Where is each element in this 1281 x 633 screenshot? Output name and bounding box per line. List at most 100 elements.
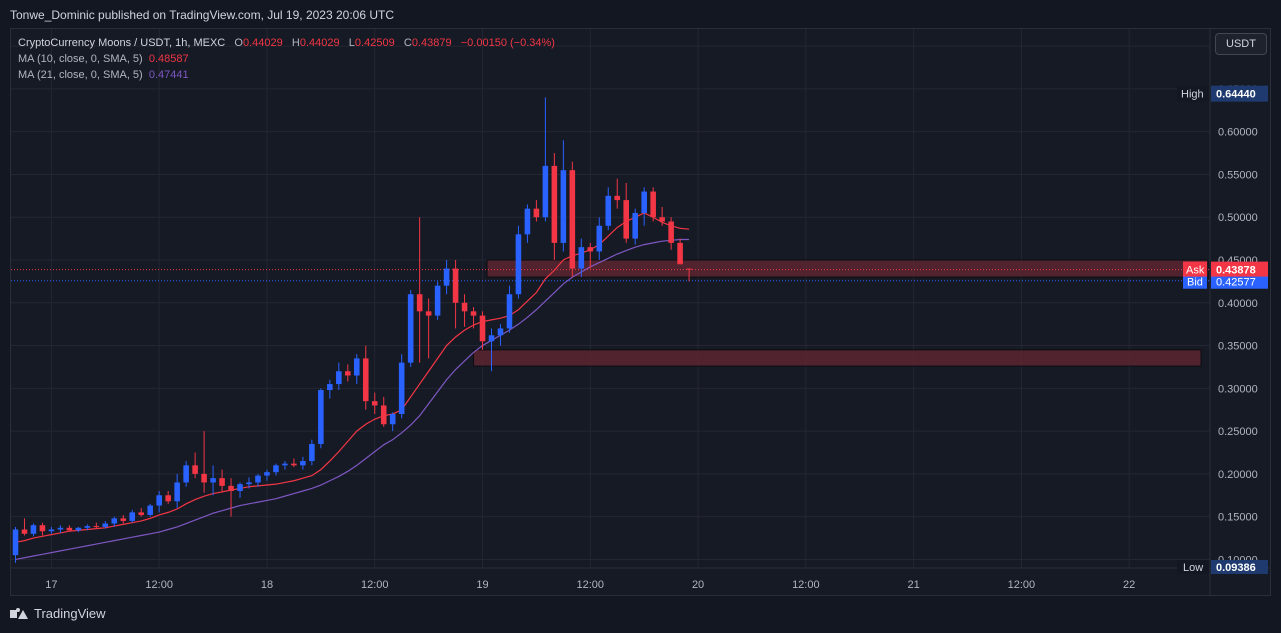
candle-body[interactable] [380,405,387,425]
ma21-label: MA (21, close, 0, SMA, 5) [18,69,143,81]
candle-body[interactable] [201,473,207,483]
candle-body[interactable] [255,475,261,483]
candle-body[interactable] [407,294,414,363]
candle-body[interactable] [668,221,674,243]
candle-body[interactable] [605,195,612,226]
candle-body[interactable] [210,478,216,483]
candle-body[interactable] [93,526,100,528]
candle-body[interactable] [452,268,459,303]
candle-body[interactable] [318,390,324,444]
candle-body[interactable] [21,529,28,534]
candle-body[interactable] [84,526,91,528]
candle-body[interactable] [614,195,621,201]
time-tick-label: 12:00 [577,579,605,591]
price-tick-label: 0.15000 [1218,512,1258,524]
candle-body[interactable] [246,482,252,485]
candle-body[interactable] [623,200,630,239]
candle-body[interactable] [75,527,82,531]
candle-body[interactable] [488,335,495,342]
candle-body[interactable] [282,463,288,466]
symbol-name[interactable]: CryptoCurrency Moons / USDT, 1h, MEXC [18,37,226,49]
candle-body[interactable] [632,212,638,239]
candle-body[interactable] [174,482,180,502]
candle-body[interactable] [659,217,665,222]
candle-body[interactable] [578,247,585,269]
chart-frame[interactable] [10,28,1271,596]
candle-body[interactable] [336,371,342,385]
candle-body[interactable] [497,328,504,336]
candle-body[interactable] [291,463,297,466]
candle-body[interactable] [353,358,360,376]
candle-body[interactable] [165,495,171,502]
currency-button[interactable]: USDT [1215,33,1267,55]
candle-body[interactable] [587,247,594,252]
candle-body[interactable] [264,472,270,476]
ma10-row[interactable]: MA (10, close, 0, SMA, 5) 0.48587 [18,51,555,67]
price-tick-label: 0.25000 [1218,426,1258,438]
candle-body[interactable] [470,311,477,316]
candle-body[interactable] [434,285,441,316]
candle-body[interactable] [273,465,279,473]
candle-body[interactable] [542,165,549,218]
candle-body[interactable] [389,414,396,425]
footer-brand[interactable]: TradingView [10,606,106,621]
candle-body[interactable] [192,465,198,474]
low-price-tag [1211,560,1268,574]
candle-body[interactable] [398,362,405,414]
candle-body[interactable] [524,208,531,235]
ma10-line [15,212,690,543]
candle-body[interactable] [39,525,46,532]
candle-body[interactable] [686,268,692,270]
candle-body[interactable] [57,527,64,530]
candle-body[interactable] [506,294,513,329]
candle-body[interactable] [138,512,145,515]
candle-body[interactable] [129,512,136,521]
candle-body[interactable] [66,527,73,531]
supply-zone-2[interactable] [473,349,1202,367]
high-tag-label: High [1181,89,1204,101]
candle-body[interactable] [228,485,234,491]
candle-body[interactable] [300,461,306,466]
price-tick-label: 0.60000 [1218,127,1258,139]
candle-body[interactable] [48,529,55,532]
candle-body[interactable] [327,384,333,391]
chart-legend: CryptoCurrency Moons / USDT, 1h, MEXC O0… [18,35,555,83]
candle-body[interactable] [461,302,468,312]
ma21-value: 0.47441 [148,69,189,81]
candle-body[interactable] [362,358,369,402]
candle-body[interactable] [560,170,567,243]
ma10-value: 0.48587 [148,53,189,65]
candle-body[interactable] [183,465,189,483]
time-tick-label: 21 [907,579,919,591]
candle-body[interactable] [533,208,540,218]
candle-body[interactable] [425,311,432,316]
candle-body[interactable] [111,518,118,524]
candle-body[interactable] [515,234,522,295]
candle-body[interactable] [219,478,225,486]
time-tick-label: 19 [476,579,488,591]
candle-body[interactable] [30,525,37,534]
ma21-row[interactable]: MA (21, close, 0, SMA, 5) 0.47441 [18,67,555,83]
candle-body[interactable] [443,268,450,286]
candle-body[interactable] [569,170,576,269]
candle-body[interactable] [650,191,656,218]
candle-body[interactable] [641,191,647,213]
candle-body[interactable] [147,505,153,515]
candle-body[interactable] [12,529,19,556]
candle-body[interactable] [596,225,603,252]
candle-body[interactable] [120,518,127,521]
candle-body[interactable] [551,165,558,243]
candle-body[interactable] [479,315,486,342]
candle-body[interactable] [156,495,162,506]
price-tick-label: 0.40000 [1218,298,1258,310]
candle-body[interactable] [237,484,243,491]
candle-body[interactable] [371,401,378,406]
candle-body[interactable] [309,443,315,462]
price-tick-label: 0.50000 [1218,212,1258,224]
supply-zone-1[interactable] [486,259,1209,278]
candle-body[interactable] [102,523,109,527]
candle-body[interactable] [677,242,683,265]
candle-body[interactable] [345,371,351,376]
candle-body[interactable] [416,294,423,312]
